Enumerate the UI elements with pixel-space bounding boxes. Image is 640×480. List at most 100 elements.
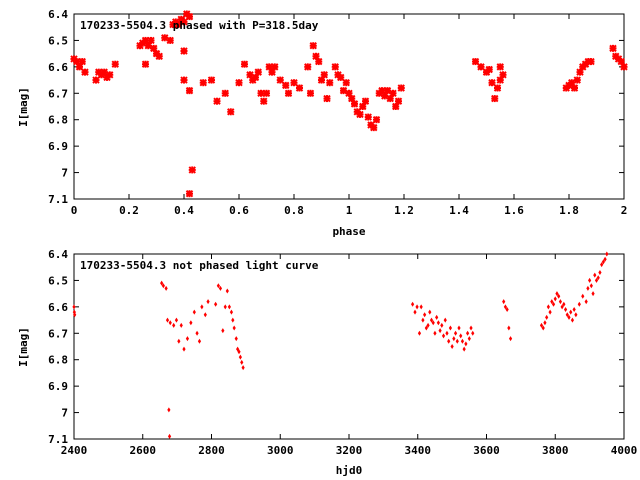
data-point	[240, 60, 249, 68]
data-point	[570, 84, 579, 92]
phased-x-tick-label: 2	[621, 204, 628, 217]
data-point	[441, 333, 446, 339]
data-point	[541, 325, 545, 331]
data-point	[195, 330, 199, 336]
data-point	[73, 312, 77, 318]
data-point	[424, 325, 428, 331]
data-point	[260, 97, 268, 105]
data-point	[397, 84, 405, 92]
data-point	[180, 76, 188, 84]
data-point	[207, 76, 216, 84]
data-point	[570, 317, 575, 323]
data-point	[462, 346, 466, 352]
phased-y-tick-label: 6.5	[48, 34, 68, 47]
data-point	[185, 12, 194, 21]
data-point	[603, 256, 607, 262]
data-point	[188, 166, 196, 174]
data-point	[428, 309, 432, 315]
unphased-y-tick-label: 7	[61, 407, 68, 420]
data-point	[141, 60, 150, 68]
data-point	[423, 312, 427, 318]
data-point	[227, 304, 231, 310]
data-point	[370, 123, 378, 132]
phased-y-tick-label: 7.1	[48, 193, 68, 206]
data-point	[426, 322, 430, 328]
data-point	[450, 344, 454, 349]
phased-x-tick-label: 1.2	[394, 204, 414, 217]
unphased-y-tick-label: 6.8	[48, 354, 68, 367]
data-point	[185, 336, 190, 342]
phased-x-tick-label: 1	[346, 204, 353, 217]
data-point	[431, 320, 435, 326]
phased-x-tick-label: 0	[71, 204, 78, 217]
data-point	[216, 283, 220, 289]
phased-data-points	[70, 10, 628, 198]
data-point	[548, 309, 552, 315]
data-point	[507, 325, 511, 331]
data-point	[213, 97, 221, 105]
phased-light-curve-panel: 0 0.2 0.4 0.6 0.8 1 1.2 1.4 1.6 1.8 2 6.4 6.5 6.6 6.7…	[17, 8, 628, 238]
data-point	[189, 320, 193, 326]
data-point	[320, 71, 328, 79]
unphased-y-ticks: 6.4 6.5 6.6 6.7 6.8 6.9 7 7.1	[48, 248, 624, 446]
data-point	[364, 113, 372, 121]
data-point	[459, 333, 463, 339]
data-point	[276, 76, 284, 84]
data-point	[460, 338, 465, 344]
data-point	[543, 320, 547, 326]
data-point	[315, 57, 323, 66]
phased-y-tick-label: 6.6	[48, 61, 68, 74]
data-point	[206, 299, 210, 305]
data-point	[600, 262, 604, 268]
unphased-y-tick-label: 7.1	[48, 433, 68, 446]
data-point	[609, 44, 617, 53]
data-point	[218, 285, 223, 291]
data-point	[433, 330, 437, 336]
phased-x-tick-label: 0.2	[119, 204, 139, 217]
data-point	[553, 296, 557, 302]
unphased-y-tick-label: 6.6	[48, 301, 68, 314]
data-point	[167, 407, 171, 413]
data-point	[440, 322, 444, 328]
data-point	[491, 94, 499, 103]
data-point	[485, 65, 493, 74]
data-point	[565, 312, 569, 318]
data-point	[323, 94, 331, 103]
unphased-x-tick-label: 3200	[336, 444, 363, 457]
data-point	[177, 338, 181, 344]
data-point	[577, 301, 581, 307]
phased-y-tick-label: 6.9	[48, 140, 68, 153]
data-point	[227, 108, 235, 116]
data-point	[361, 97, 370, 105]
data-point	[161, 283, 165, 289]
data-point	[508, 336, 513, 342]
phased-y-ticks: 6.4 6.5 6.6 6.7 6.8 6.9 7 7.1	[48, 8, 624, 206]
data-point	[192, 309, 196, 315]
data-point	[282, 81, 290, 90]
data-point	[562, 301, 566, 307]
data-point	[78, 57, 86, 66]
data-point	[214, 301, 218, 307]
data-point	[203, 312, 207, 318]
data-point	[452, 336, 456, 342]
data-point	[443, 317, 447, 323]
data-point	[471, 57, 480, 66]
data-point	[221, 328, 225, 334]
data-point	[92, 76, 100, 84]
data-point	[445, 330, 449, 336]
data-point	[435, 314, 439, 320]
unphased-x-tick-label: 4000	[611, 444, 638, 457]
unphased-x-axis-label: hjd0	[336, 464, 363, 477]
data-point	[545, 314, 549, 320]
data-point	[240, 359, 244, 365]
data-point	[179, 322, 183, 328]
data-point	[160, 280, 164, 286]
data-point	[493, 84, 502, 92]
data-point	[421, 317, 425, 323]
data-point	[594, 277, 599, 283]
data-point	[254, 68, 262, 76]
data-point	[455, 338, 459, 344]
phased-y-tick-label: 6.7	[48, 87, 68, 100]
data-point	[72, 304, 76, 310]
data-point	[586, 285, 590, 291]
